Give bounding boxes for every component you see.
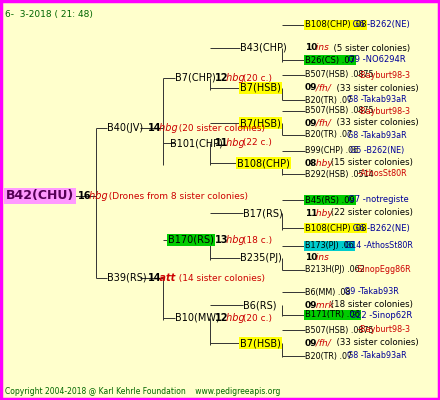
Text: 14: 14 bbox=[148, 273, 161, 283]
Text: 12: 12 bbox=[215, 313, 228, 323]
Text: B108(CHP) .08: B108(CHP) .08 bbox=[305, 20, 367, 30]
Text: 09: 09 bbox=[305, 338, 318, 348]
Text: 12: 12 bbox=[215, 73, 228, 83]
Text: B235(PJ): B235(PJ) bbox=[240, 253, 282, 263]
Text: B213H(PJ) .062: B213H(PJ) .062 bbox=[305, 266, 365, 274]
Text: G6 -B262(NE): G6 -B262(NE) bbox=[350, 224, 410, 232]
Text: G9 -Takab93R: G9 -Takab93R bbox=[339, 288, 398, 296]
Text: B108(CHP) .08: B108(CHP) .08 bbox=[305, 224, 367, 232]
Text: ins: ins bbox=[312, 44, 328, 52]
Text: -Bayburt98-3: -Bayburt98-3 bbox=[356, 70, 411, 80]
Text: hbg: hbg bbox=[224, 235, 245, 245]
Text: (14 sister colonies): (14 sister colonies) bbox=[173, 274, 265, 282]
Text: B99(CHP) .06: B99(CHP) .06 bbox=[305, 146, 358, 156]
Text: 08: 08 bbox=[305, 158, 317, 168]
Text: mrk: mrk bbox=[312, 300, 333, 310]
Text: B7(HSB): B7(HSB) bbox=[240, 83, 281, 93]
Text: (15 sister colonies): (15 sister colonies) bbox=[328, 158, 412, 168]
Text: (5 sister colonies): (5 sister colonies) bbox=[328, 44, 410, 52]
Text: B20(TR) .07: B20(TR) .07 bbox=[305, 352, 352, 360]
Text: B101(CHP): B101(CHP) bbox=[170, 138, 223, 148]
Text: 09: 09 bbox=[305, 118, 318, 128]
Text: hbg: hbg bbox=[224, 313, 245, 323]
Text: -Bayburt98-3: -Bayburt98-3 bbox=[356, 106, 411, 116]
Text: B507(HSB) .0875: B507(HSB) .0875 bbox=[305, 326, 374, 334]
Text: B20(TR) .07: B20(TR) .07 bbox=[305, 130, 352, 140]
Text: B170(RS): B170(RS) bbox=[168, 235, 214, 245]
Text: B171(TR) .06: B171(TR) .06 bbox=[305, 310, 360, 320]
Text: (20 c.): (20 c.) bbox=[240, 314, 272, 322]
Text: (33 sister colonies): (33 sister colonies) bbox=[331, 118, 419, 128]
Text: hbg: hbg bbox=[224, 73, 245, 83]
Text: B292(HSB) .0514: B292(HSB) .0514 bbox=[305, 170, 374, 178]
Text: /fh/: /fh/ bbox=[312, 338, 330, 348]
Text: (22 c.): (22 c.) bbox=[240, 138, 272, 148]
Text: (18 sister colonies): (18 sister colonies) bbox=[328, 300, 412, 310]
Text: 10: 10 bbox=[305, 44, 317, 52]
Text: B17(RS): B17(RS) bbox=[243, 208, 283, 218]
Text: B10(MW): B10(MW) bbox=[175, 313, 220, 323]
Text: 14: 14 bbox=[148, 123, 161, 133]
Text: B42(CHU): B42(CHU) bbox=[6, 190, 74, 202]
Text: B26(CS) .07: B26(CS) .07 bbox=[305, 56, 355, 64]
Text: B43(CHP): B43(CHP) bbox=[240, 43, 287, 53]
Text: hby: hby bbox=[312, 208, 332, 218]
Text: 11: 11 bbox=[305, 208, 318, 218]
Text: B173(PJ) .06: B173(PJ) .06 bbox=[305, 242, 354, 250]
Text: (22 sister colonies): (22 sister colonies) bbox=[328, 208, 412, 218]
Text: B7(HSB): B7(HSB) bbox=[240, 338, 281, 348]
Text: -AthosSt80R: -AthosSt80R bbox=[356, 170, 407, 178]
Text: 09: 09 bbox=[305, 300, 318, 310]
Text: B7(CHP): B7(CHP) bbox=[175, 73, 216, 83]
Text: -Bayburt98-3: -Bayburt98-3 bbox=[356, 326, 411, 334]
Text: hbg: hbg bbox=[86, 191, 108, 201]
Text: G8 -Takab93aR: G8 -Takab93aR bbox=[342, 130, 407, 140]
Text: G8 -Takab93aR: G8 -Takab93aR bbox=[342, 96, 407, 104]
Text: (33 sister colonies): (33 sister colonies) bbox=[331, 84, 419, 92]
Text: hbg: hbg bbox=[156, 123, 178, 133]
Text: hby: hby bbox=[312, 158, 332, 168]
Text: G8 -Takab93aR: G8 -Takab93aR bbox=[342, 352, 407, 360]
Text: B20(TR) .07: B20(TR) .07 bbox=[305, 96, 352, 104]
Text: 10: 10 bbox=[305, 254, 317, 262]
Text: /fh/: /fh/ bbox=[312, 118, 330, 128]
Text: /fh/: /fh/ bbox=[312, 84, 330, 92]
Text: Copyright 2004-2018 @ Karl Kehrle Foundation    www.pedigreeapis.org: Copyright 2004-2018 @ Karl Kehrle Founda… bbox=[5, 387, 280, 396]
Text: att: att bbox=[156, 273, 176, 283]
Text: (20 sister colonies): (20 sister colonies) bbox=[173, 124, 265, 132]
Text: B6(RS): B6(RS) bbox=[243, 300, 276, 310]
Text: B507(HSB) .0875: B507(HSB) .0875 bbox=[305, 106, 374, 116]
Text: B39(RS): B39(RS) bbox=[107, 273, 147, 283]
Text: G7 -notregiste: G7 -notregiste bbox=[343, 196, 409, 204]
Text: (33 sister colonies): (33 sister colonies) bbox=[331, 338, 419, 348]
Text: -SinopEgg86R: -SinopEgg86R bbox=[352, 266, 411, 274]
Text: hbg: hbg bbox=[224, 138, 245, 148]
Text: B108(CHP): B108(CHP) bbox=[237, 158, 290, 168]
Text: B7(HSB): B7(HSB) bbox=[240, 118, 281, 128]
Text: (Drones from 8 sister colonies): (Drones from 8 sister colonies) bbox=[103, 192, 248, 200]
Text: 09: 09 bbox=[305, 84, 318, 92]
Text: 13: 13 bbox=[215, 235, 228, 245]
Text: B45(RS) .09: B45(RS) .09 bbox=[305, 196, 355, 204]
Text: 11: 11 bbox=[215, 138, 228, 148]
Text: (18 c.): (18 c.) bbox=[240, 236, 272, 244]
Text: ins: ins bbox=[312, 254, 328, 262]
Text: (20 c.): (20 c.) bbox=[240, 74, 272, 82]
Text: G5 -B262(NE): G5 -B262(NE) bbox=[345, 146, 405, 156]
Text: G22 -Sinop62R: G22 -Sinop62R bbox=[347, 310, 412, 320]
Text: B507(HSB) .0875: B507(HSB) .0875 bbox=[305, 70, 374, 80]
Text: G14 -AthosSt80R: G14 -AthosSt80R bbox=[345, 242, 413, 250]
Text: G6 -B262(NE): G6 -B262(NE) bbox=[350, 20, 410, 30]
Text: B6(MM) .08: B6(MM) .08 bbox=[305, 288, 350, 296]
Text: G9 -NO6294R: G9 -NO6294R bbox=[343, 56, 406, 64]
Text: 6-  3-2018 ( 21: 48): 6- 3-2018 ( 21: 48) bbox=[5, 10, 93, 19]
Text: B40(JV): B40(JV) bbox=[107, 123, 143, 133]
Text: 16: 16 bbox=[78, 191, 92, 201]
